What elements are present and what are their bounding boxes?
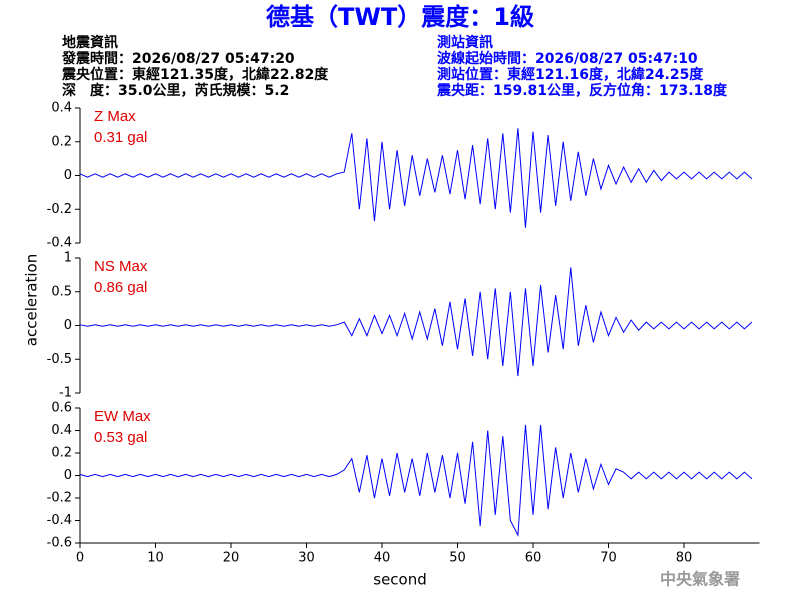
- station-info-right: 震央距：159.81公里，反方位角：173.18度: [436, 82, 728, 99]
- y-tick-label: 0.4: [51, 101, 72, 116]
- x-tick-label: 80: [676, 551, 693, 566]
- station-info-right: 測站資訊: [437, 34, 493, 51]
- station-info-left: 地震資訊: [62, 34, 118, 51]
- x-tick-label: 40: [374, 551, 391, 566]
- max-annotation: 0.31 gal: [94, 129, 147, 146]
- x-tick-label: 70: [600, 551, 617, 566]
- y-tick-label: -0.6: [47, 536, 72, 551]
- station-info-left: 發震時間：2026/08/27 05:47:20: [61, 50, 295, 67]
- y-tick-label: 0.5: [51, 284, 72, 299]
- waveform: [79, 424, 753, 537]
- y-tick-label: 0.2: [51, 134, 72, 149]
- y-axis-label: acceleration: [23, 254, 41, 346]
- y-tick-label: -1: [59, 386, 72, 401]
- watermark: 中央氣象署: [660, 570, 740, 589]
- x-axis-label: second: [373, 571, 427, 589]
- y-tick-label: -0.4: [47, 513, 72, 528]
- y-tick-label: 1: [64, 251, 72, 266]
- station-info-right: 測站位置：東經121.16度，北緯24.25度: [437, 66, 704, 83]
- max-annotation: 0.53 gal: [94, 429, 147, 446]
- y-tick-label: 0: [64, 468, 72, 483]
- y-tick-label: -0.5: [47, 352, 72, 367]
- waveform: [79, 267, 753, 377]
- x-tick-label: 20: [223, 551, 240, 566]
- station-info-left: 震央位置：東經121.35度，北緯22.82度: [61, 66, 329, 83]
- max-annotation: 0.86 gal: [94, 279, 147, 296]
- y-tick-label: 0.4: [51, 423, 72, 438]
- x-tick-label: 60: [525, 551, 542, 566]
- x-tick-label: 0: [76, 551, 84, 566]
- x-tick-label: 50: [449, 551, 466, 566]
- y-tick-label: -0.2: [47, 491, 72, 506]
- title: 德基（TWT）震度：1級: [266, 3, 534, 31]
- x-tick-label: 30: [298, 551, 315, 566]
- y-tick-label: 0: [64, 168, 72, 183]
- max-annotation: EW Max: [94, 408, 151, 425]
- y-tick-label: 0.6: [51, 401, 72, 416]
- max-annotation: Z Max: [94, 108, 136, 125]
- y-tick-label: -0.2: [47, 202, 72, 217]
- y-tick-label: -0.4: [47, 236, 72, 251]
- y-tick-label: 0.2: [51, 446, 72, 461]
- x-tick-label: 10: [147, 551, 164, 566]
- waveform: [79, 128, 753, 228]
- station-info-right: 波線起始時間：2026/08/27 05:47:10: [437, 50, 698, 67]
- station-info-left: 深 度：35.0公里，芮氏規模：5.2: [62, 82, 289, 99]
- y-tick-label: 0: [64, 318, 72, 333]
- max-annotation: NS Max: [94, 258, 148, 275]
